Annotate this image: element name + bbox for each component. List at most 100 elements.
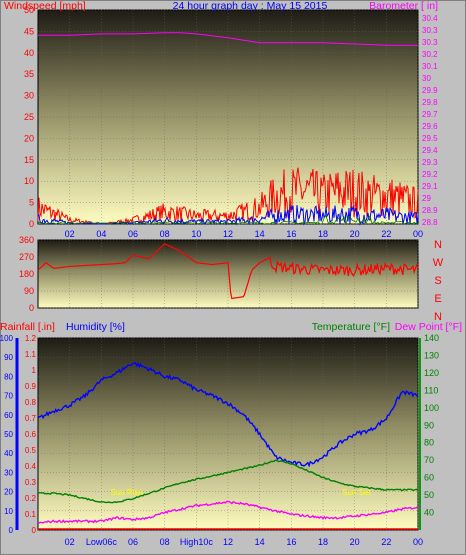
- rain-tick-label: 0.3: [25, 478, 37, 487]
- rain-tick-label: 0.9: [25, 382, 37, 391]
- rain-tick-label: 0.8: [25, 398, 37, 407]
- windspeed-axis-label: Windspeed [mph]: [4, 0, 86, 12]
- chart-title: 24 hour graph day : May 15 2015: [173, 0, 328, 12]
- rain-tick-label: 0.7: [25, 414, 37, 423]
- wind-tick-label: 15: [24, 155, 34, 165]
- compass-label: S: [434, 275, 441, 287]
- direction-tick-label: 0: [29, 303, 34, 313]
- barometer-axis-label: Barometer [ in]: [369, 0, 438, 12]
- temp-hour-label: 18: [318, 537, 328, 547]
- humidity-tick-label: 90: [4, 353, 13, 362]
- rain-tick-label: 0.6: [25, 430, 37, 439]
- rain-tick-label: 1: [32, 366, 37, 375]
- rain-tick-label: 0.5: [25, 446, 37, 455]
- compass-label: N: [434, 239, 442, 251]
- wind-hour-label: 02: [65, 229, 75, 239]
- sunrise-annotation: Sun Rise: [110, 488, 143, 497]
- wind-hour-label: 10: [191, 229, 201, 239]
- rainfall-axis-label: Rainfall [.in]: [0, 321, 55, 333]
- temp-hour-label: 16: [286, 537, 296, 547]
- barometer-tick-label: 29.5: [422, 134, 438, 143]
- wind-hour-label: 14: [255, 229, 265, 239]
- temp-hour-label: 08: [160, 537, 170, 547]
- wind-tick-label: 5: [29, 198, 34, 208]
- barometer-tick-label: 30.3: [422, 38, 438, 47]
- rain-tick-label: 0.4: [25, 462, 37, 471]
- sunset-annotation: Sun Set: [342, 488, 371, 497]
- windspeed-low-line: [37, 204, 419, 226]
- humidity-tick-label: 60: [4, 411, 13, 420]
- compass-label: N: [434, 311, 442, 323]
- temp-hour-label: 22: [381, 537, 391, 547]
- barometer-tick-label: 29.8: [422, 98, 438, 107]
- wind-tick-label: 25: [24, 112, 34, 122]
- temp-tick-label: 120: [424, 368, 439, 378]
- temp-hour-label: 20: [350, 537, 360, 547]
- temp-tick-label: 100: [424, 403, 439, 413]
- temp-tick-label: 140: [424, 333, 439, 343]
- temp-tick-label: 40: [424, 508, 434, 518]
- barometer-tick-label: 28.8: [422, 218, 438, 227]
- temperature-line: [37, 459, 419, 504]
- wind-tick-label: 0: [29, 219, 34, 229]
- humidity-tick-label: 40: [4, 449, 13, 458]
- humidity-tick-label: 20: [4, 488, 13, 497]
- wind-hour-label: 08: [160, 229, 170, 239]
- rain-tick-label: 0.2: [25, 494, 37, 503]
- wind-hour-label: 16: [286, 229, 296, 239]
- barometer-line: [38, 32, 418, 46]
- dewpoint-line: [37, 500, 419, 524]
- wind-tick-label: 40: [24, 48, 34, 58]
- temp-tick-label: 70: [424, 455, 434, 465]
- wind-hour-label: 12: [223, 229, 233, 239]
- wind-tick-label: 20: [24, 133, 34, 143]
- temperature-axis-label: Temperature [°F]: [312, 321, 390, 333]
- temp-hour-label: 12: [223, 537, 233, 547]
- barometer-tick-label: 29.1: [422, 182, 438, 191]
- humidity-tick-label: 50: [4, 430, 13, 439]
- wind-hour-label: 20: [350, 229, 360, 239]
- direction-tick-label: 360: [19, 235, 34, 245]
- humidity-axis-label: Humidity [%]: [66, 321, 125, 333]
- wind-tick-label: 45: [24, 26, 34, 36]
- wind-hour-label: 22: [381, 229, 391, 239]
- barometer-tick-label: 30: [422, 74, 431, 83]
- barometer-tick-label: 29.6: [422, 122, 438, 131]
- temp-hour-label: 00: [413, 537, 423, 547]
- temp-tick-label: 50: [424, 490, 434, 500]
- humidity-tick-label: 80: [4, 372, 13, 381]
- barometer-tick-label: 29: [422, 194, 431, 203]
- humidity-tick-label: 100: [0, 334, 14, 343]
- temp-hour-label: 06: [128, 537, 138, 547]
- wind-tick-label: 50: [24, 5, 34, 15]
- temp-hour-label: 02: [65, 537, 75, 547]
- humidity-tick-label: 10: [4, 507, 13, 516]
- compass-label: E: [434, 293, 441, 305]
- temp-hour-label: 14: [255, 537, 265, 547]
- humidity-tick-label: 70: [4, 392, 13, 401]
- barometer-tick-label: 28.9: [422, 206, 438, 215]
- temp-tick-label: 80: [424, 438, 434, 448]
- rain-tick-label: 0: [32, 526, 37, 535]
- barometer-tick-label: 30.1: [422, 62, 438, 71]
- wind-hour-label: 00: [413, 229, 423, 239]
- humidity-tick-label: 0: [9, 526, 14, 535]
- temp-hour-label: High10c: [180, 537, 214, 547]
- temp-hour-label: Low06c: [86, 537, 118, 547]
- windspeed-avg-line: [37, 214, 419, 226]
- temp-tick-label: 130: [424, 350, 439, 360]
- direction-tick-label: 90: [24, 286, 34, 296]
- barometer-tick-label: 30.3: [422, 26, 438, 35]
- barometer-tick-label: 30.4: [422, 14, 438, 23]
- barometer-tick-label: 30.2: [422, 50, 438, 59]
- wind-tick-label: 30: [24, 91, 34, 101]
- barometer-tick-label: 29.3: [422, 158, 438, 167]
- temp-tick-label: 110: [424, 385, 438, 395]
- temp-tick-label: 90: [424, 420, 434, 430]
- wind-hour-label: 06: [128, 229, 138, 239]
- rain-tick-label: 0.1: [25, 510, 37, 519]
- barometer-tick-label: 29.7: [422, 110, 438, 119]
- barometer-tick-label: 29.4: [422, 146, 438, 155]
